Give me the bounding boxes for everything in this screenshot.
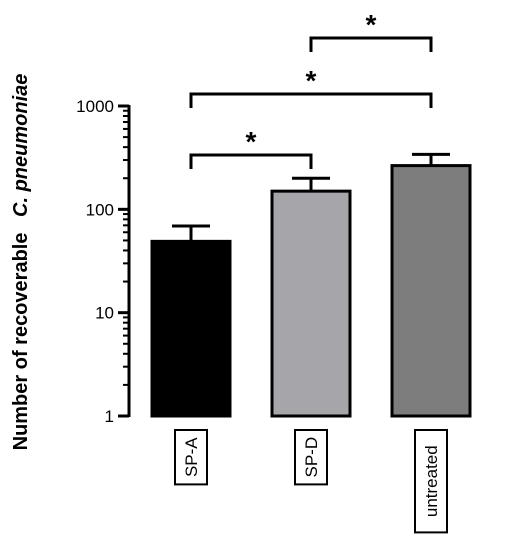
category-label-box: SP-D: [294, 429, 328, 486]
y-tick-label: 100: [86, 200, 114, 219]
y-axis-title-main: Number of recoverable: [10, 233, 32, 451]
category-label-frame: [414, 429, 448, 534]
y-tick-label: 1000: [76, 97, 114, 116]
significance-star: *: [246, 126, 257, 157]
y-axis-title-species: C. pneumoniae: [10, 74, 32, 217]
bar: [150, 239, 232, 418]
significance-star: *: [366, 9, 377, 40]
bar: [390, 164, 472, 418]
significance-bracket: [189, 92, 433, 108]
category-label: SP-A: [182, 437, 201, 477]
category-label-box: untreated: [414, 429, 448, 534]
significance-bracket: [309, 36, 433, 52]
y-axis-title: Number of recoverable C. pneumoniae: [10, 74, 32, 451]
category-label-frame: [294, 429, 328, 486]
y-tick-label: 10: [95, 304, 114, 323]
category-label: SP-D: [302, 437, 321, 478]
significance-bracket: [189, 153, 313, 169]
plot-area: 1 10 100 1000 SP-A SP-D untreated * * *: [76, 9, 472, 534]
category-label-box: SP-A: [174, 429, 208, 486]
y-tick-label: 1: [105, 407, 114, 426]
category-label: untreated: [422, 445, 441, 517]
significance-star: *: [306, 65, 317, 96]
bar: [270, 189, 352, 418]
category-label-frame: [174, 429, 208, 486]
